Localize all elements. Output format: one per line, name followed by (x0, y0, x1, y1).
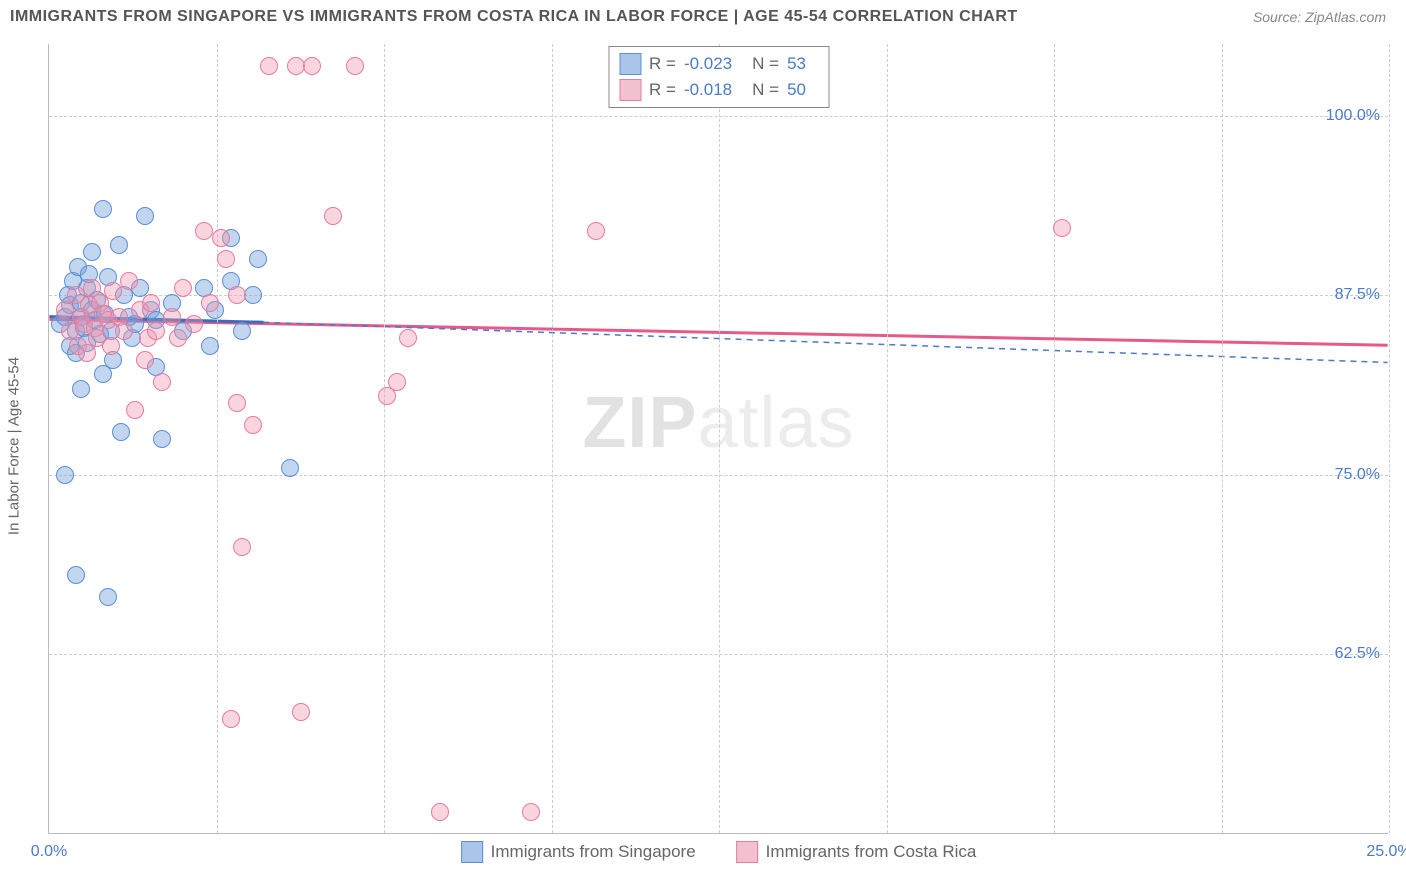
chart-title: IMMIGRANTS FROM SINGAPORE VS IMMIGRANTS … (10, 8, 1018, 26)
scatter-point (233, 322, 251, 340)
x-tick-label: 25.0% (1366, 843, 1406, 861)
r-label: R = (649, 80, 676, 100)
x-tick-label: 0.0% (31, 843, 67, 861)
scatter-point (120, 272, 138, 290)
scatter-point (244, 416, 262, 434)
scatter-point (587, 222, 605, 240)
scatter-point (136, 351, 154, 369)
series-legend-item: Immigrants from Singapore (461, 841, 696, 863)
scatter-point (388, 373, 406, 391)
scatter-point (431, 803, 449, 821)
scatter-point (94, 365, 112, 383)
scatter-point (522, 803, 540, 821)
scatter-point (222, 710, 240, 728)
scatter-point (281, 459, 299, 477)
n-value: 53 (787, 54, 806, 74)
scatter-point (126, 401, 144, 419)
scatter-point (399, 329, 417, 347)
scatter-point (147, 322, 165, 340)
correlation-legend-row: R = -0.023 N = 53 (619, 51, 818, 77)
y-tick-label: 87.5% (1335, 286, 1380, 304)
gridline-v (552, 44, 553, 833)
scatter-point (228, 394, 246, 412)
scatter-point (99, 588, 117, 606)
gridline-v (1054, 44, 1055, 833)
series-legend-label: Immigrants from Singapore (491, 842, 696, 862)
scatter-point (169, 329, 187, 347)
scatter-point (110, 236, 128, 254)
n-label: N = (752, 80, 779, 100)
y-axis-label: In Labor Force | Age 45-54 (6, 357, 23, 535)
scatter-point (292, 703, 310, 721)
scatter-point (217, 250, 235, 268)
series-legend: Immigrants from Singapore Immigrants from… (461, 841, 977, 863)
r-value: -0.023 (684, 54, 732, 74)
scatter-point (83, 243, 101, 261)
scatter-point (72, 380, 90, 398)
legend-swatch (461, 841, 483, 863)
scatter-point (201, 337, 219, 355)
scatter-point (153, 430, 171, 448)
scatter-point (249, 250, 267, 268)
scatter-point (201, 294, 219, 312)
scatter-point (185, 315, 203, 333)
y-tick-label: 75.0% (1335, 466, 1380, 484)
scatter-point (104, 282, 122, 300)
gridline-v (1222, 44, 1223, 833)
scatter-point (112, 423, 130, 441)
n-label: N = (752, 54, 779, 74)
legend-swatch (619, 53, 641, 75)
legend-swatch (619, 79, 641, 101)
chart-plot-area: ZIPatlas R =-0.023N =53R =-0.018N =50 Im… (48, 44, 1388, 834)
scatter-point (303, 57, 321, 75)
scatter-point (142, 294, 160, 312)
correlation-legend: R = -0.023 N = 53 R = -0.018 N = 50 (608, 46, 829, 108)
watermark-strong: ZIP (582, 383, 697, 463)
scatter-point (174, 279, 192, 297)
r-value: -0.018 (684, 80, 732, 100)
scatter-point (163, 308, 181, 326)
series-legend-item: Immigrants from Costa Rica (736, 841, 977, 863)
r-label: R = (649, 54, 676, 74)
gridline-v (1389, 44, 1390, 833)
gridline-v (887, 44, 888, 833)
scatter-point (115, 322, 133, 340)
y-tick-label: 62.5% (1335, 645, 1380, 663)
scatter-point (136, 207, 154, 225)
scatter-point (56, 466, 74, 484)
title-bar: IMMIGRANTS FROM SINGAPORE VS IMMIGRANTS … (0, 0, 1406, 32)
scatter-point (233, 538, 251, 556)
scatter-point (102, 337, 120, 355)
scatter-point (324, 207, 342, 225)
series-legend-label: Immigrants from Costa Rica (766, 842, 977, 862)
correlation-legend-row: R = -0.018 N = 50 (619, 77, 818, 103)
watermark-light: atlas (697, 383, 854, 463)
scatter-point (346, 57, 364, 75)
scatter-point (244, 286, 262, 304)
gridline-v (384, 44, 385, 833)
scatter-point (260, 57, 278, 75)
legend-swatch (736, 841, 758, 863)
source-attribution: Source: ZipAtlas.com (1253, 9, 1386, 25)
scatter-point (153, 373, 171, 391)
gridline-v (719, 44, 720, 833)
scatter-point (228, 286, 246, 304)
scatter-point (67, 566, 85, 584)
scatter-point (212, 229, 230, 247)
y-tick-label: 100.0% (1326, 107, 1380, 125)
scatter-point (94, 200, 112, 218)
scatter-point (1053, 219, 1071, 237)
n-value: 50 (787, 80, 806, 100)
gridline-v (217, 44, 218, 833)
